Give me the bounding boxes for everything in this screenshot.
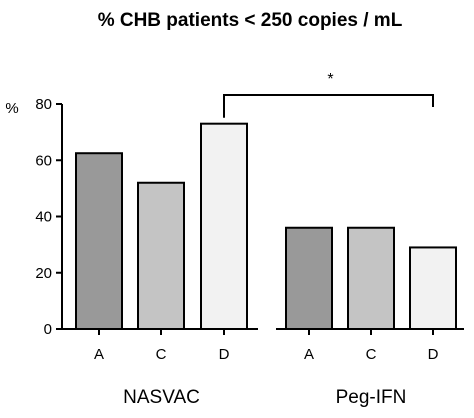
x-category-label: C (366, 346, 377, 363)
annotations: * (223, 71, 434, 118)
significance-bracket (223, 94, 434, 118)
y-axis-label: % (5, 100, 18, 117)
y-tick-label: 60 (35, 152, 52, 169)
bars (75, 122, 457, 330)
y-tick-label: 40 (35, 209, 52, 226)
x-category-label: D (428, 346, 439, 363)
x-category-label: A (94, 346, 104, 363)
y-tick-label: 20 (35, 265, 52, 282)
bar-peg-ifn-d (409, 246, 457, 330)
bar-nasvac-c (137, 181, 185, 330)
group-label: Peg-IFN (336, 387, 407, 408)
bar-nasvac-a (75, 152, 123, 330)
bar-peg-ifn-a (285, 226, 333, 330)
bar-nasvac-d (200, 122, 248, 330)
category-labels: A C D NASVAC A C D Peg-IFN (94, 346, 439, 408)
chart-title: % CHB patients < 250 copies / mL (98, 10, 403, 31)
x-category-label: A (304, 346, 314, 363)
bar-peg-ifn-c (347, 226, 395, 330)
y-tick-label: 0 (44, 321, 52, 338)
significance-marker: * (327, 71, 333, 88)
x-category-label: C (156, 346, 167, 363)
x-category-label: D (219, 346, 230, 363)
group-label: NASVAC (123, 387, 200, 408)
y-tick-label: 80 (35, 96, 52, 113)
